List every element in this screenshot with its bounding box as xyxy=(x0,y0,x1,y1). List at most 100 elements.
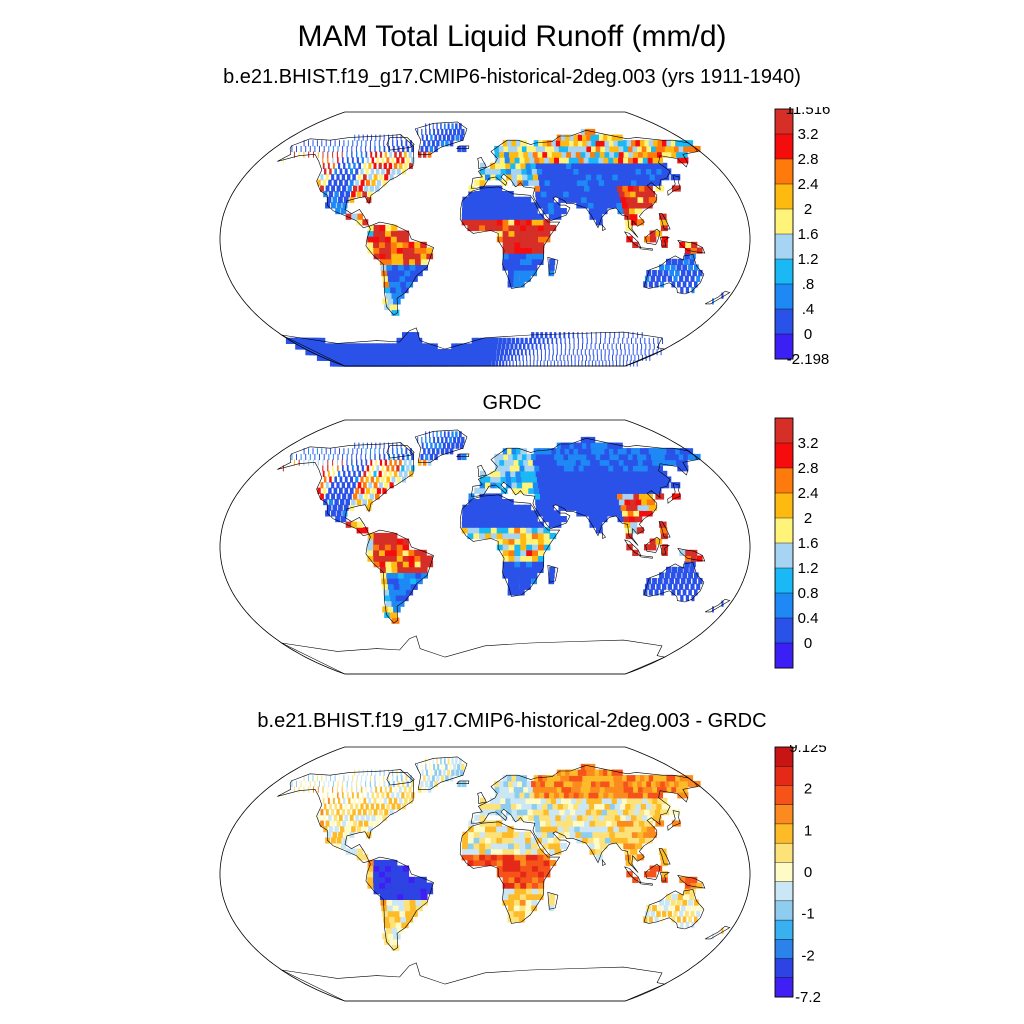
colorbar-box xyxy=(774,592,794,619)
grid-cell xyxy=(538,236,545,243)
grid-cell xyxy=(537,538,545,545)
grid-cell xyxy=(355,179,360,186)
grid-cell xyxy=(339,775,340,782)
grid-cell xyxy=(396,544,404,551)
grid-cell xyxy=(604,337,606,344)
map-outline xyxy=(219,746,751,1002)
grid-cell xyxy=(602,826,610,833)
grid-cell xyxy=(528,459,535,466)
grid-cell xyxy=(373,549,380,556)
grid-cell xyxy=(358,162,361,169)
colorbar-box xyxy=(774,919,794,940)
grid-cell xyxy=(541,831,549,838)
grid-cell xyxy=(373,224,380,232)
grid-cell xyxy=(696,555,703,562)
grid-cell xyxy=(652,162,663,169)
grid-cell xyxy=(336,786,338,793)
grid-cell xyxy=(392,578,400,585)
grid-cell xyxy=(303,459,305,466)
grid-cell xyxy=(396,465,400,472)
grid-cell xyxy=(526,882,533,889)
grid-cell xyxy=(385,532,392,540)
grid-cell xyxy=(538,174,546,181)
grid-cell xyxy=(386,572,394,579)
grid-cell xyxy=(490,820,497,827)
grid-cell xyxy=(547,151,555,158)
grid-cell xyxy=(473,202,480,209)
grid-cell xyxy=(591,780,601,788)
grid-cell xyxy=(540,453,548,461)
grid-cell xyxy=(490,219,498,226)
grid-cell xyxy=(473,532,480,540)
grid-cell xyxy=(356,140,358,147)
grid-cell xyxy=(402,882,410,889)
grid-cell xyxy=(554,332,557,339)
grid-cell xyxy=(648,504,657,511)
colorbar-box xyxy=(774,258,794,285)
grid-cell xyxy=(604,459,614,466)
grid-cell xyxy=(384,876,392,883)
grid-cell xyxy=(507,499,514,506)
grid-cell xyxy=(317,151,319,158)
grid-cell xyxy=(549,487,558,494)
grid-cell xyxy=(684,561,690,568)
grid-cell xyxy=(513,589,519,596)
grid-cell xyxy=(384,241,392,248)
grid-cell xyxy=(660,916,665,923)
grid-cell xyxy=(438,134,442,141)
grid-cell xyxy=(324,168,327,175)
grid-cell xyxy=(563,157,572,164)
grid-cell xyxy=(355,803,359,810)
grid-cell xyxy=(552,803,560,810)
grid-cell xyxy=(378,482,383,489)
grid-cell xyxy=(367,876,374,883)
grid-cell xyxy=(496,213,504,220)
grid-cell xyxy=(449,775,454,782)
grid-cell xyxy=(473,527,480,534)
grid-cell xyxy=(408,561,416,568)
grid-cell xyxy=(496,354,500,361)
grid-cell xyxy=(400,448,403,455)
grid-cell xyxy=(591,145,601,153)
colorbar-tick-label: 2.4 xyxy=(798,485,819,502)
grid-cell xyxy=(644,185,653,192)
grid-cell xyxy=(394,281,402,288)
grid-cell xyxy=(420,253,428,260)
grid-cell xyxy=(489,337,494,344)
grid-cell xyxy=(520,893,527,900)
grid-cell xyxy=(363,162,367,169)
grid-cell xyxy=(403,264,411,271)
grid-cell xyxy=(449,448,454,455)
grid-cell xyxy=(623,157,633,164)
grid-cell xyxy=(603,504,612,511)
grid-cell xyxy=(425,763,427,771)
grid-cell xyxy=(358,493,363,500)
grid-cell xyxy=(384,786,387,793)
grid-cell xyxy=(451,354,458,361)
grid-cell xyxy=(425,769,428,776)
grid-cell xyxy=(460,360,467,367)
grid-cell xyxy=(514,549,521,556)
grid-cell xyxy=(543,219,551,226)
grid-cell xyxy=(521,453,529,461)
grid-cell xyxy=(535,162,543,169)
grid-cell xyxy=(511,337,516,344)
grid-cell xyxy=(479,809,486,816)
grid-cell xyxy=(502,448,509,455)
grid-cell xyxy=(500,168,507,175)
grid-cell xyxy=(442,134,446,141)
grid-cell xyxy=(620,831,629,838)
grid-cell xyxy=(492,354,496,361)
grid-cell xyxy=(402,561,410,568)
grid-cell xyxy=(641,487,651,494)
grid-cell xyxy=(379,780,381,788)
grid-cell xyxy=(525,848,533,855)
grid-cell xyxy=(531,168,539,175)
grid-cell xyxy=(379,555,386,562)
grid-cell xyxy=(581,780,591,788)
grid-cell xyxy=(514,561,521,568)
grid-cell xyxy=(514,236,521,243)
grid-cell xyxy=(373,253,381,260)
colorbar-box xyxy=(774,862,794,883)
